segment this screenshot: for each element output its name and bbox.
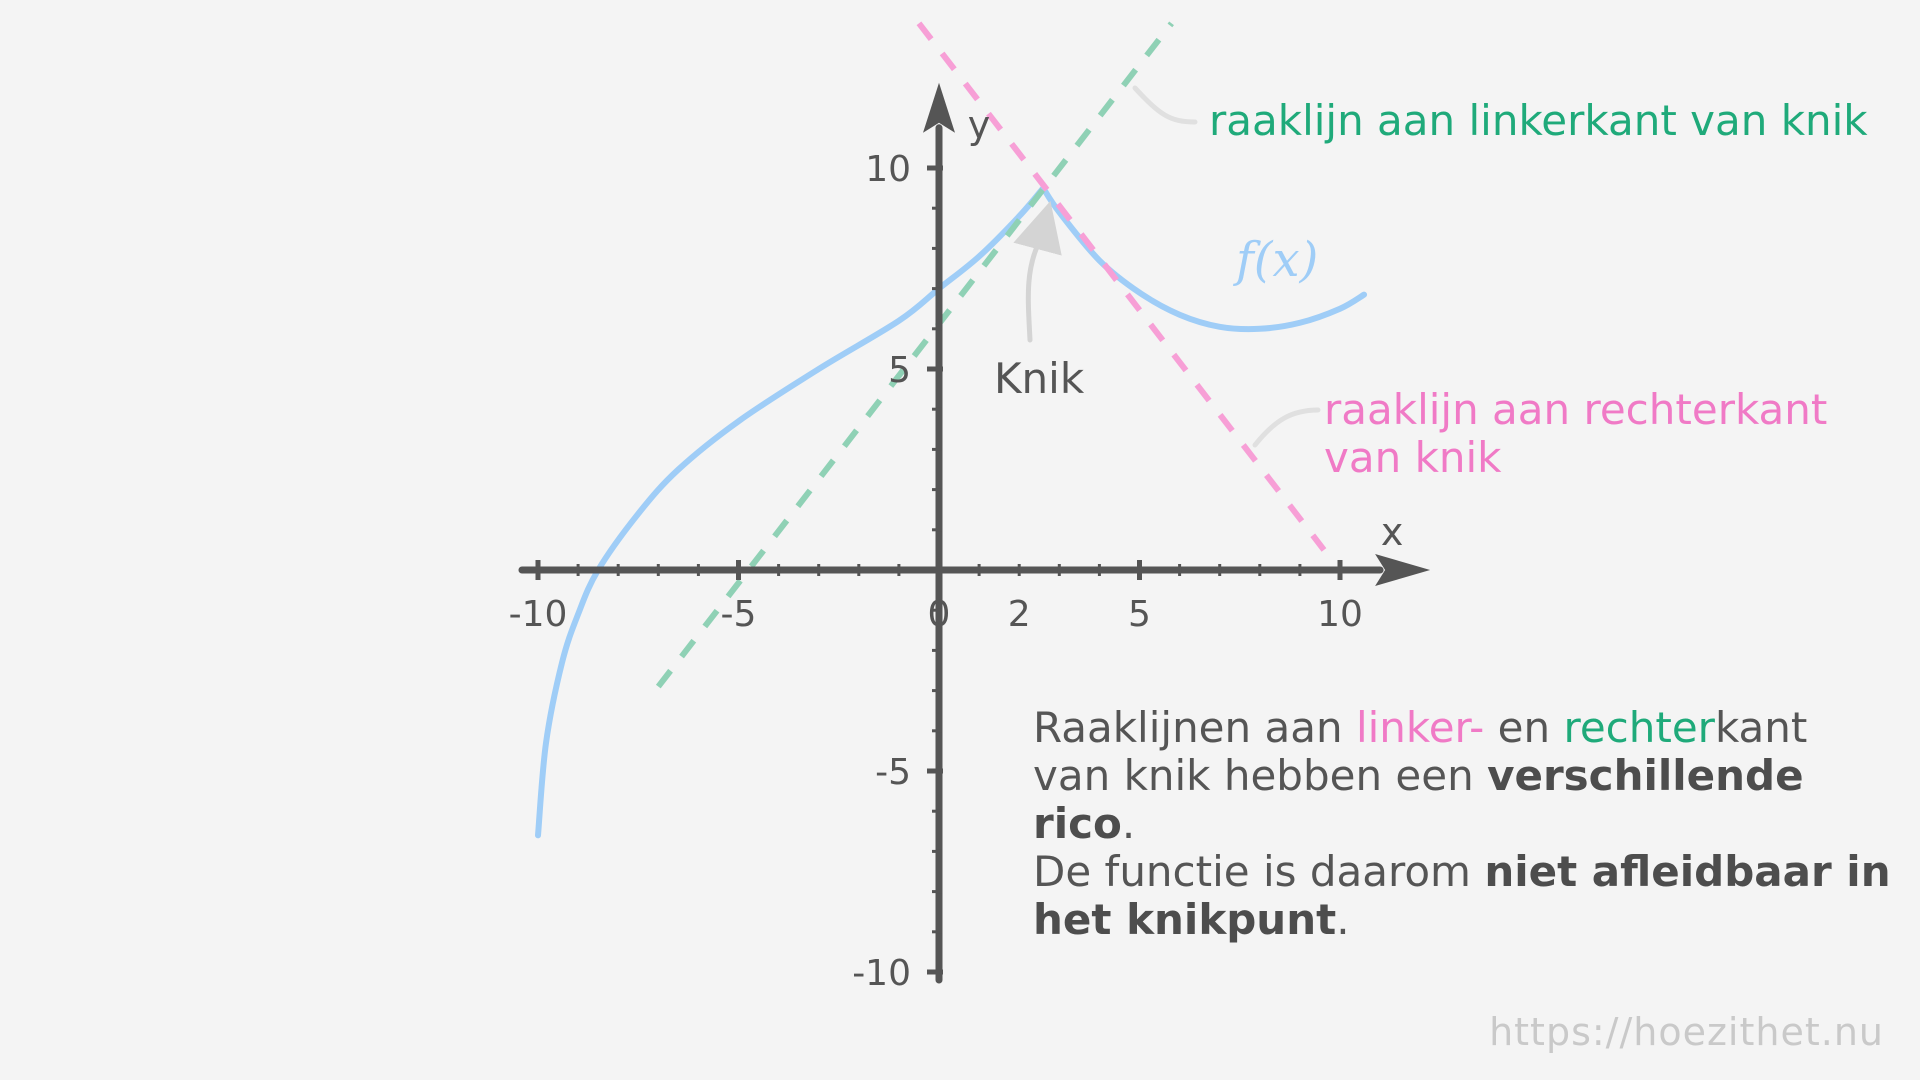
function-label: f(x) [1236, 232, 1319, 288]
chart-labels-layer: -10 -5 0 2 5 10 -10 -5 5 10 x y [509, 103, 1404, 994]
explanation-part: . [1121, 799, 1136, 848]
explanation-part: kant van knik hebben een [1033, 703, 1808, 800]
left-tangent-label: raaklijn aan linkerkant van knik [1209, 96, 1868, 145]
x-tick-label: -10 [509, 594, 568, 635]
y-tick-label: 10 [865, 149, 911, 190]
y-axis-arrowhead [923, 82, 955, 133]
knik-label: Knik [994, 354, 1085, 403]
y-axis-label: y [968, 103, 991, 147]
explanation-part: De functie is daarom [1033, 847, 1485, 896]
x-tick-label: -5 [721, 594, 757, 635]
right-tangent-label-line1: raaklijn aan rechterkant [1324, 385, 1828, 434]
right-tangent-connector [1252, 407, 1321, 448]
x-axis-arrowhead [1375, 554, 1431, 586]
y-tick-label: -10 [852, 953, 911, 994]
explanation-linker: linker- [1355, 703, 1485, 752]
site-url: https://hoezithet.nu [1489, 1010, 1884, 1054]
x-tick-label: 0 [928, 594, 951, 635]
knik-arrow [1013, 200, 1062, 343]
explanation-part: Raaklijnen aan [1033, 703, 1356, 752]
explanation-text: Raaklijnen aan linker- en rechterkant va… [1033, 704, 1893, 944]
y-tick-label: -5 [875, 752, 911, 793]
y-tick-label: 5 [888, 350, 911, 391]
left-tangent-line [655, 21, 1174, 689]
chart-axes-layer [518, 82, 1431, 984]
left-tangent-connector [1132, 85, 1198, 125]
explanation-rechter: rechter [1563, 703, 1715, 752]
right-tangent-label: raaklijn aan rechterkant van knik [1324, 386, 1827, 482]
x-axis-label: x [1381, 510, 1404, 554]
explanation-part: . [1336, 895, 1350, 944]
explanation-part: en [1484, 703, 1564, 752]
x-tick-label: 5 [1128, 594, 1151, 635]
explanation-bold-rico: verschillende rico [1033, 751, 1804, 848]
explanation-bold-knikpunt: niet afleidbaar in het knikpunt [1033, 847, 1891, 944]
chart-lines-layer [535, 21, 1368, 839]
right-tangent-label-line2: van knik [1324, 433, 1502, 482]
x-tick-label: 10 [1317, 594, 1363, 635]
series-f-line [535, 183, 1368, 839]
x-tick-label: 2 [1008, 594, 1031, 635]
